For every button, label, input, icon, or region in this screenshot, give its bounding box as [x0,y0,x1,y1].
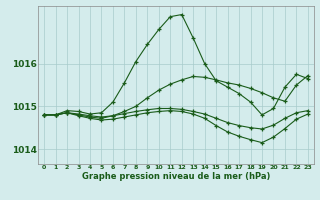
X-axis label: Graphe pression niveau de la mer (hPa): Graphe pression niveau de la mer (hPa) [82,172,270,181]
